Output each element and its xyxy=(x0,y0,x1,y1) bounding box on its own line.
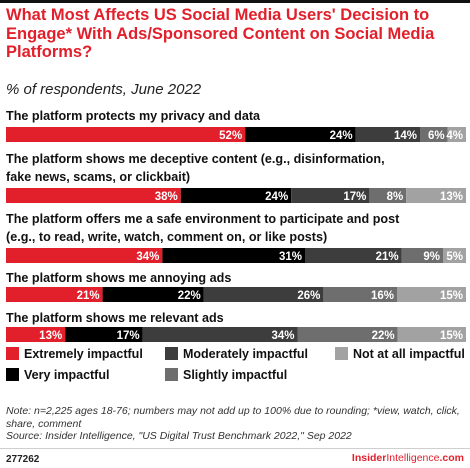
bar-segment xyxy=(323,287,397,302)
bar-segment xyxy=(6,327,66,342)
bar-segment xyxy=(443,248,466,263)
brand-main: Insider xyxy=(351,452,387,464)
data-label: 5% xyxy=(446,251,463,263)
data-label: 9% xyxy=(423,251,440,263)
data-label: 17% xyxy=(117,330,140,342)
chart-subtitle: % of respondents, June 2022 xyxy=(6,81,202,98)
bar-segment xyxy=(142,327,298,342)
bar-segment xyxy=(397,287,466,302)
category-label: (e.g., to read, write, watch, comment on… xyxy=(6,230,327,244)
footer-notes: Note: n=2,225 ages 18-76; numbers may no… xyxy=(6,405,468,443)
data-label: 34% xyxy=(271,330,294,342)
bar-segment xyxy=(65,327,143,342)
bar-segment xyxy=(162,248,305,263)
data-label: 22% xyxy=(178,290,201,302)
category-label: The platform protects my privacy and dat… xyxy=(6,109,261,123)
data-label: 52% xyxy=(219,130,242,142)
data-label: 6% xyxy=(428,130,445,142)
data-label: 38% xyxy=(155,191,178,203)
data-label: 16% xyxy=(371,290,394,302)
footer-note: Note: n=2,225 ages 18-76; numbers may no… xyxy=(6,405,460,430)
bar-segment xyxy=(406,188,466,203)
footer-divider xyxy=(0,448,470,449)
legend-label: Moderately impactful xyxy=(183,347,308,361)
data-label: 15% xyxy=(440,330,463,342)
bar-segment xyxy=(6,248,163,263)
bar-segment xyxy=(245,127,356,142)
brand-light: Intelligence xyxy=(386,452,440,464)
legend-label: Not at all impactful xyxy=(353,347,465,361)
chart-title: What Most Affects US Social Media Users'… xyxy=(6,6,435,61)
brand-logo[interactable]: InsiderIntelligence.com xyxy=(352,452,464,464)
bar-segment xyxy=(297,327,398,342)
data-label: 24% xyxy=(330,130,353,142)
bar-segment xyxy=(291,188,370,203)
legend-swatch xyxy=(6,368,19,381)
data-label: 34% xyxy=(136,251,159,263)
data-label: 13% xyxy=(440,191,463,203)
data-label: 15% xyxy=(440,290,463,302)
data-label: 8% xyxy=(387,191,404,203)
chart-id: 277262 xyxy=(6,454,40,465)
chart-plot: The platform protects my privacy and dat… xyxy=(6,109,466,382)
data-label: 13% xyxy=(39,330,62,342)
bar-segment xyxy=(6,287,103,302)
legend-swatch xyxy=(165,368,178,381)
legend-swatch xyxy=(335,347,348,360)
bar-segment xyxy=(401,248,443,263)
top-rule xyxy=(0,0,470,3)
data-label: 22% xyxy=(372,330,395,342)
legend-label: Slightly impactful xyxy=(183,368,287,382)
category-label: fake news, scams, or clickbait) xyxy=(6,170,190,184)
category-label: The platform offers me a safe environmen… xyxy=(6,212,400,226)
legend-swatch xyxy=(6,347,19,360)
data-label: 31% xyxy=(279,251,302,263)
bar-segment xyxy=(355,127,420,142)
data-label: 17% xyxy=(343,191,366,203)
bar-segment xyxy=(180,188,292,203)
data-label: 21% xyxy=(77,290,100,302)
bar-segment xyxy=(447,127,466,142)
brand-suffix: .com xyxy=(439,452,464,464)
legend-label: Very impactful xyxy=(24,368,109,382)
category-label: The platform shows me deceptive content … xyxy=(6,152,385,166)
bar-segment xyxy=(203,287,324,302)
legend-label: Extremely impactful xyxy=(24,347,143,361)
bar-segment xyxy=(420,127,448,142)
data-label: 4% xyxy=(446,130,463,142)
bar-segment xyxy=(369,188,407,203)
bar-segment xyxy=(102,287,204,302)
category-label: The platform shows me relevant ads xyxy=(6,311,224,325)
data-label: 21% xyxy=(376,251,399,263)
bar-segment xyxy=(305,248,402,263)
category-label: The platform shows me annoying ads xyxy=(6,271,231,285)
bar-segment xyxy=(6,127,246,142)
data-label: 14% xyxy=(394,130,417,142)
footer-source: Source: Insider Intelligence, "US Digita… xyxy=(6,430,352,443)
data-label: 24% xyxy=(265,191,288,203)
bar-segment xyxy=(397,327,466,342)
legend-swatch xyxy=(165,347,178,360)
bar-segment xyxy=(6,188,181,203)
data-label: 26% xyxy=(297,290,320,302)
